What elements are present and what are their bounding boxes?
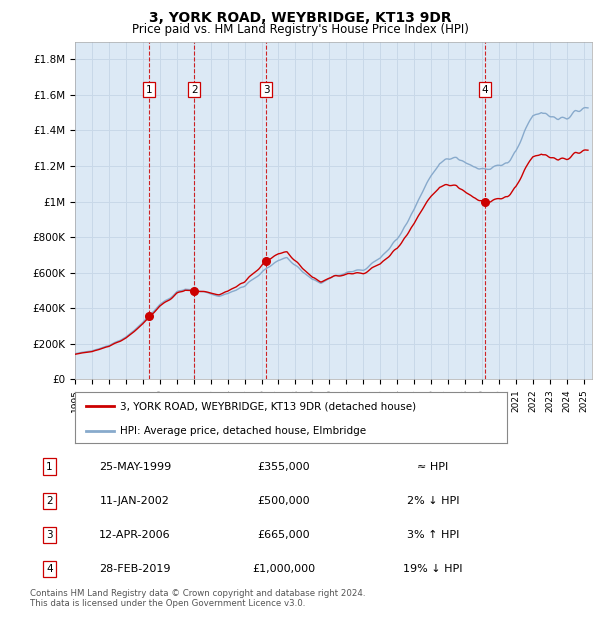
Text: 2: 2 [46, 495, 53, 506]
Text: 28-FEB-2019: 28-FEB-2019 [99, 564, 170, 574]
Text: 3, YORK ROAD, WEYBRIDGE, KT13 9DR (detached house): 3, YORK ROAD, WEYBRIDGE, KT13 9DR (detac… [121, 401, 416, 411]
Text: £665,000: £665,000 [257, 529, 310, 540]
Text: 4: 4 [481, 84, 488, 95]
Text: Contains HM Land Registry data © Crown copyright and database right 2024.
This d: Contains HM Land Registry data © Crown c… [30, 589, 365, 608]
Text: £500,000: £500,000 [257, 495, 310, 506]
Text: 2: 2 [191, 84, 197, 95]
Text: 19% ↓ HPI: 19% ↓ HPI [403, 564, 463, 574]
Text: 12-APR-2006: 12-APR-2006 [99, 529, 170, 540]
Text: £355,000: £355,000 [257, 461, 310, 472]
Text: 3% ↑ HPI: 3% ↑ HPI [407, 529, 459, 540]
Text: 1: 1 [46, 461, 53, 472]
Text: HPI: Average price, detached house, Elmbridge: HPI: Average price, detached house, Elmb… [121, 425, 367, 436]
Text: £1,000,000: £1,000,000 [253, 564, 316, 574]
Text: 3: 3 [46, 529, 53, 540]
Text: 1: 1 [146, 84, 152, 95]
Text: 3, YORK ROAD, WEYBRIDGE, KT13 9DR: 3, YORK ROAD, WEYBRIDGE, KT13 9DR [149, 11, 451, 25]
Text: ≈ HPI: ≈ HPI [418, 461, 449, 472]
Text: 25-MAY-1999: 25-MAY-1999 [99, 461, 171, 472]
Text: 3: 3 [263, 84, 269, 95]
Text: Price paid vs. HM Land Registry's House Price Index (HPI): Price paid vs. HM Land Registry's House … [131, 23, 469, 36]
Text: 2% ↓ HPI: 2% ↓ HPI [407, 495, 459, 506]
Text: 4: 4 [46, 564, 53, 574]
Text: 11-JAN-2002: 11-JAN-2002 [100, 495, 170, 506]
